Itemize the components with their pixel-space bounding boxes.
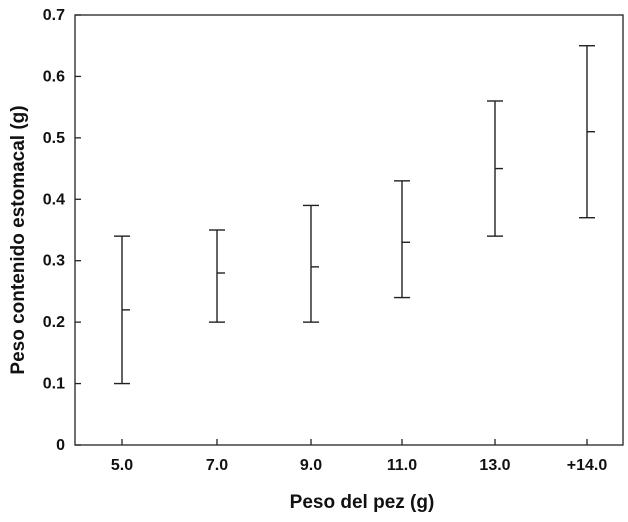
x-axis-title: Peso del pez (g)	[290, 492, 435, 513]
error-bars	[114, 45, 595, 385]
x-tick-label: 5.0	[111, 457, 133, 474]
x-tick-label: 9.0	[300, 457, 322, 474]
error-bar	[579, 45, 595, 219]
x-tick-label: 11.0	[387, 457, 417, 474]
x-tick-label: +14.0	[567, 457, 608, 474]
y-tick-label: 0.4	[43, 191, 65, 208]
error-bar	[394, 180, 410, 299]
x-axis: 5.0 7.0 9.0 11.0 13.0 +14.0	[111, 439, 607, 474]
error-bar	[209, 229, 225, 323]
y-tick-label: 0.7	[43, 7, 65, 24]
error-bar	[114, 235, 130, 385]
y-tick-label: 0.1	[43, 376, 65, 393]
error-bar	[487, 100, 503, 237]
y-axis: 0 0.1 0.2 0.3 0.4 0.5 0.6 0.7	[43, 7, 81, 454]
y-tick-label: 0.5	[43, 130, 65, 147]
x-tick-label: 7.0	[206, 457, 228, 474]
x-tick-label: 13.0	[479, 457, 510, 474]
y-axis-title: Peso contenido estomacal (g)	[8, 105, 29, 374]
y-tick-label: 0	[56, 437, 65, 454]
plot-frame	[74, 14, 624, 446]
y-tick-label: 0.2	[43, 314, 65, 331]
error-bar	[303, 204, 319, 323]
y-tick-label: 0.6	[43, 68, 65, 85]
y-tick-label: 0.3	[43, 253, 65, 270]
